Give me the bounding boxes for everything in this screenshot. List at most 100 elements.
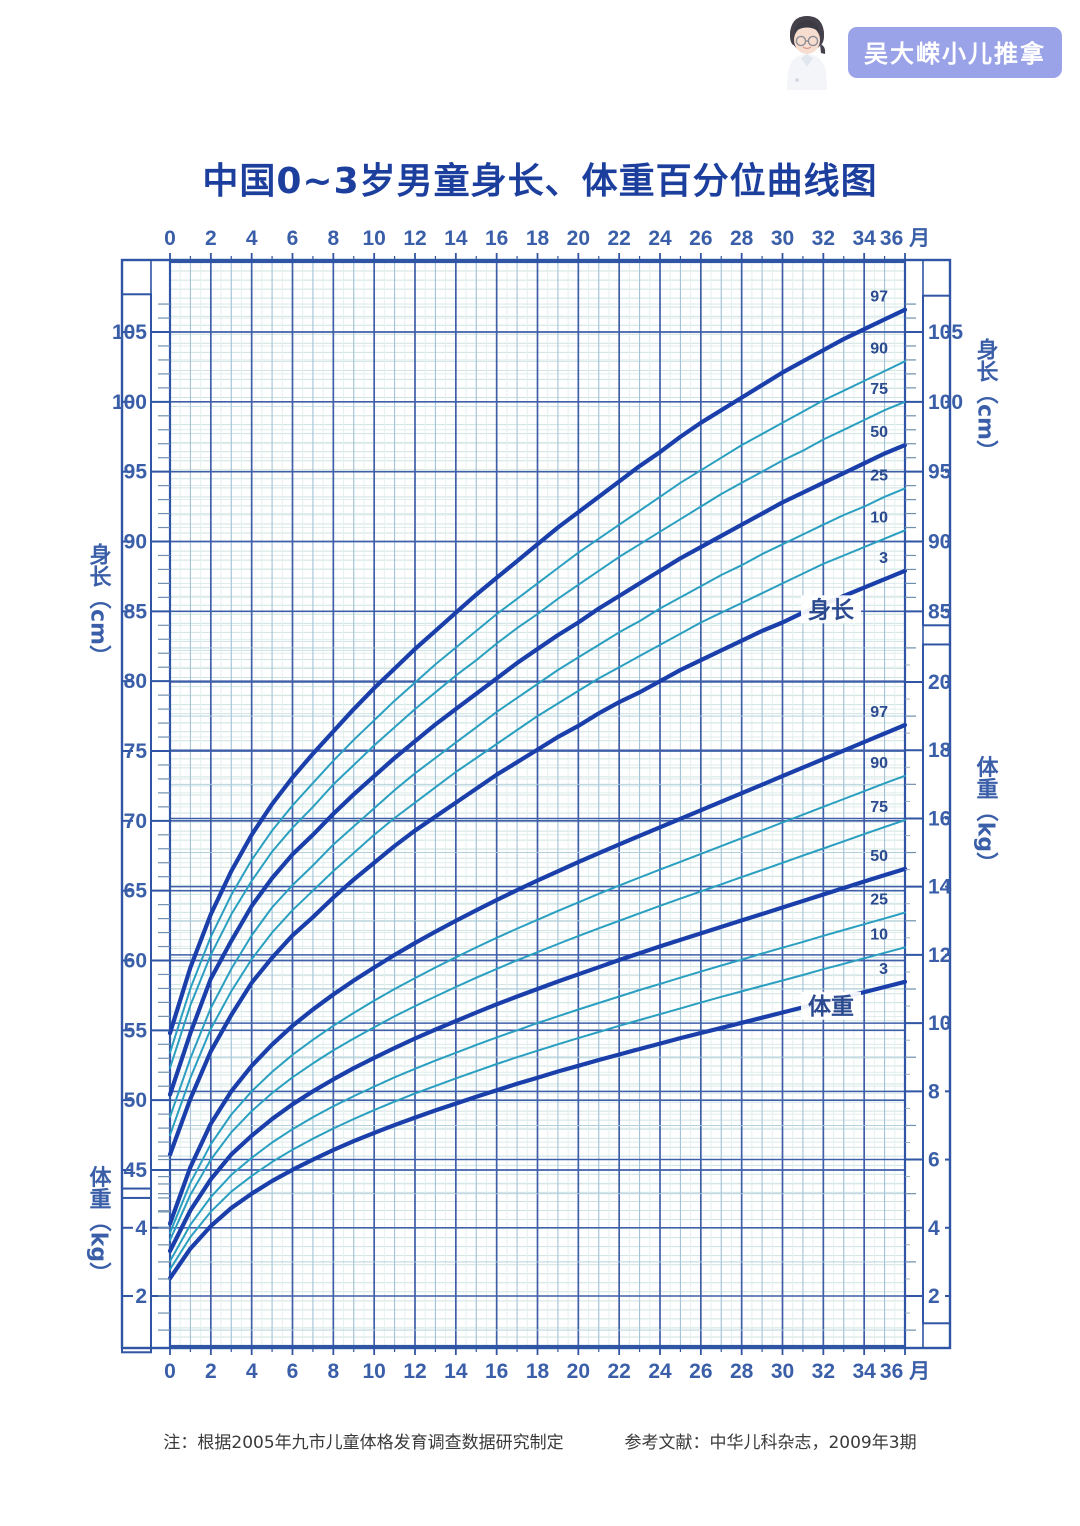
weight-tick-right-20: 20 xyxy=(928,671,951,694)
weight-tick-right-2: 2 xyxy=(928,1285,940,1308)
brand-badge: 吴大嵘小儿推拿 xyxy=(848,26,1062,78)
height-tick-left-105: 105 xyxy=(112,321,147,344)
height-tick-left-80: 80 xyxy=(124,670,147,693)
brand-logo-bar: 吴大嵘小儿推拿 xyxy=(776,14,1062,90)
percentile-label-25: 25 xyxy=(870,467,888,484)
percentile-label-75: 75 xyxy=(870,799,888,816)
x-tick-12: 12 xyxy=(403,1360,426,1383)
height-tick-right-85: 85 xyxy=(928,600,952,623)
footnote-note: 注：根据2005年九市儿童体格发育调查数据研究制定 xyxy=(163,1433,564,1453)
growth-chart: 9790755025103979075502510300224466881010… xyxy=(86,227,999,1383)
x-tick-14: 14 xyxy=(444,227,468,250)
height-tick-right-100: 100 xyxy=(928,391,963,414)
percentile-label-75: 75 xyxy=(870,381,888,398)
weight-series-label-bg xyxy=(801,991,861,1020)
percentile-label-97: 97 xyxy=(870,289,888,306)
x-tick-22: 22 xyxy=(607,1360,630,1383)
percentile-label-97: 97 xyxy=(870,704,888,721)
x-tick-16: 16 xyxy=(485,1360,508,1383)
x-tick-28: 28 xyxy=(730,1360,754,1383)
weight-tick-right-4: 4 xyxy=(928,1217,940,1240)
percentile-curves xyxy=(167,307,908,1281)
height-tick-left-45: 45 xyxy=(124,1159,148,1182)
x-tick-22: 22 xyxy=(607,227,630,250)
weight-tick-right-8: 8 xyxy=(928,1080,940,1103)
x-tick-26: 26 xyxy=(689,227,712,250)
x-tick-36: 36 月 xyxy=(880,227,930,250)
weight-tick-right-18: 18 xyxy=(928,739,952,762)
x-tick-4: 4 xyxy=(246,227,258,250)
x-tick-24: 24 xyxy=(648,227,672,250)
x-tick-14: 14 xyxy=(444,1360,468,1383)
x-tick-34: 34 xyxy=(852,227,876,250)
height-tick-left-95: 95 xyxy=(124,461,148,484)
x-tick-12: 12 xyxy=(403,227,426,250)
height-tick-left-65: 65 xyxy=(124,880,148,903)
weight-tick-left-2: 2 xyxy=(135,1285,147,1308)
weight-tick-left-4: 4 xyxy=(135,1217,147,1240)
height-tick-left-85: 85 xyxy=(124,600,148,623)
percentile-label-50: 50 xyxy=(870,424,888,441)
height-tick-left-50: 50 xyxy=(124,1089,147,1112)
x-tick-32: 32 xyxy=(812,1360,835,1383)
height-series-label-bg xyxy=(801,595,861,624)
x-tick-36: 36 月 xyxy=(880,1360,930,1383)
percentile-label-25: 25 xyxy=(870,892,888,909)
height-series-label: 身长 xyxy=(808,596,855,623)
x-tick-24: 24 xyxy=(648,1360,672,1383)
height-tick-left-70: 70 xyxy=(124,810,147,833)
x-tick-20: 20 xyxy=(567,1360,590,1383)
footnote-reference: 参考文献：中华儿科杂志，2009年3期 xyxy=(624,1433,917,1453)
x-tick-18: 18 xyxy=(526,227,550,250)
height-tick-right-105: 105 xyxy=(928,321,963,344)
x-tick-0: 0 xyxy=(164,227,176,250)
percentile-label-10: 10 xyxy=(870,509,888,526)
percentile-label-90: 90 xyxy=(870,755,888,772)
x-tick-32: 32 xyxy=(812,227,835,250)
percentile-label-3: 3 xyxy=(879,550,888,567)
x-tick-4: 4 xyxy=(246,1360,258,1383)
x-tick-34: 34 xyxy=(852,1360,876,1383)
height-tick-right-90: 90 xyxy=(928,531,951,554)
x-tick-18: 18 xyxy=(526,1360,550,1383)
weight-series-label: 体重 xyxy=(808,994,854,1020)
x-tick-10: 10 xyxy=(362,227,385,250)
weight-tick-right-12: 12 xyxy=(928,944,951,967)
height-axis-title-right: 身长（cm） xyxy=(973,337,999,462)
weight-tick-right-6: 6 xyxy=(928,1149,940,1172)
weight-tick-right-10: 10 xyxy=(928,1012,951,1035)
page-title: 中国0~3岁男童身长、体重百分位曲线图 xyxy=(202,161,878,202)
weight-tick-right-16: 16 xyxy=(928,807,951,830)
x-tick-6: 6 xyxy=(287,227,299,250)
x-tick-28: 28 xyxy=(730,227,754,250)
doctor-avatar-icon xyxy=(776,14,838,90)
x-tick-2: 2 xyxy=(205,1360,217,1383)
weight-axis-title-right: 体重（kg） xyxy=(973,756,999,874)
x-tick-26: 26 xyxy=(689,1360,712,1383)
x-tick-10: 10 xyxy=(362,1360,385,1383)
weight-axis-title-left: 体重（kg） xyxy=(86,1166,112,1284)
height-tick-left-75: 75 xyxy=(124,740,148,763)
axis-ticks xyxy=(122,253,950,1355)
height-tick-right-95: 95 xyxy=(928,461,952,484)
x-tick-20: 20 xyxy=(567,227,590,250)
percentile-label-3: 3 xyxy=(879,961,888,978)
x-tick-8: 8 xyxy=(327,1360,339,1383)
x-tick-16: 16 xyxy=(485,227,508,250)
axis-labels: 9790755025103979075502510300224466881010… xyxy=(86,227,999,1383)
weight-tick-right-14: 14 xyxy=(928,876,952,899)
height-tick-left-55: 55 xyxy=(124,1019,148,1042)
height-tick-left-90: 90 xyxy=(124,531,147,554)
x-tick-0: 0 xyxy=(164,1360,176,1383)
height-tick-left-60: 60 xyxy=(124,950,147,973)
x-tick-30: 30 xyxy=(771,227,794,250)
height-tick-left-100: 100 xyxy=(112,391,147,414)
x-tick-2: 2 xyxy=(205,227,217,250)
x-tick-6: 6 xyxy=(287,1360,299,1383)
height-axis-title-left: 身长（cm） xyxy=(86,542,112,667)
x-tick-8: 8 xyxy=(327,227,339,250)
x-tick-30: 30 xyxy=(771,1360,794,1383)
percentile-label-10: 10 xyxy=(870,926,888,943)
percentile-label-50: 50 xyxy=(870,848,888,865)
footnote: 注：根据2005年九市儿童体格发育调查数据研究制定 参考文献：中华儿科杂志，20… xyxy=(0,1428,1080,1453)
